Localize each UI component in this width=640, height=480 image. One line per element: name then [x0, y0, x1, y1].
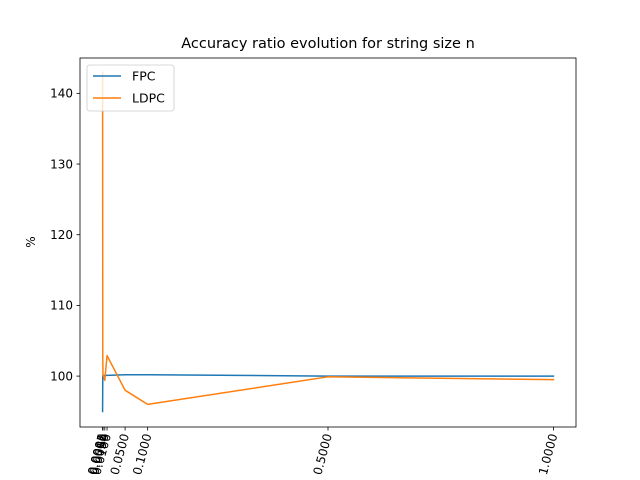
y-tick-label: 100 — [50, 369, 73, 383]
series-ldpc — [101, 71, 555, 406]
series-layer — [101, 71, 555, 413]
y-tick-label: 120 — [50, 228, 73, 242]
legend-label-fpc: FPC — [132, 69, 156, 84]
series-line-ldpc — [101, 71, 555, 406]
chart-title: Accuracy ratio evolution for string size… — [181, 36, 475, 52]
y-axis: 100 110 120 130 140 — [50, 87, 80, 383]
y-tick-label: 110 — [50, 299, 73, 313]
y-tick-label: 130 — [50, 157, 73, 171]
y-axis-label: % — [24, 236, 38, 247]
y-tick-label: 140 — [50, 87, 73, 101]
legend: FPC LDPC — [86, 64, 175, 112]
legend-label-ldpc: LDPC — [132, 91, 165, 106]
